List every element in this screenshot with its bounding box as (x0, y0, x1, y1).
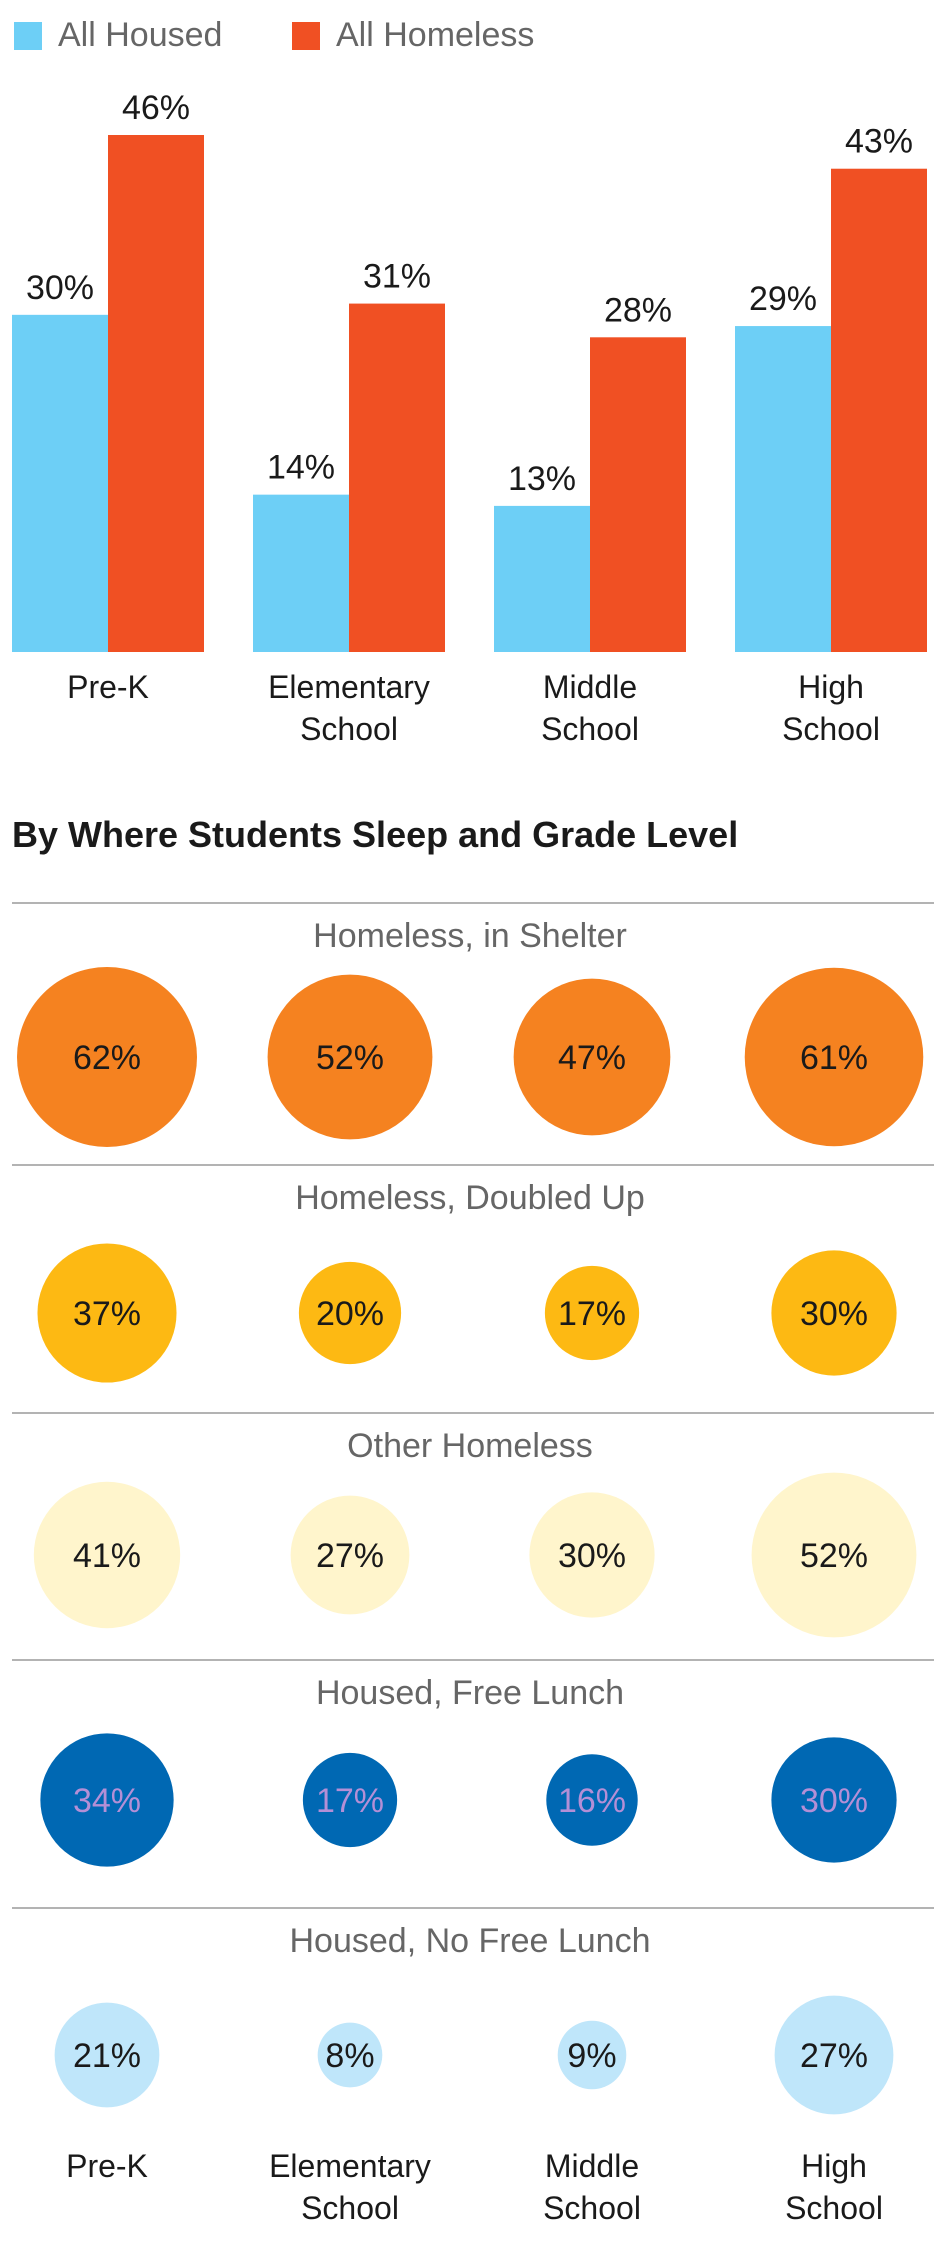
bubble-label-1-2: 17% (558, 1295, 626, 1333)
row-title-2: Other Homeless (347, 1427, 593, 1465)
bar-label-homeless-0: 46% (122, 89, 190, 127)
bubble-3-2 (546, 1754, 638, 1846)
bar-housed-3 (735, 326, 831, 652)
bar-label-homeless-3: 43% (845, 123, 913, 161)
bar-label-housed-1: 14% (267, 449, 335, 487)
bubble-4-1 (317, 2022, 383, 2088)
bar-housed-0 (12, 314, 108, 652)
row-title-1: Homeless, Doubled Up (295, 1179, 645, 1217)
bubble-label-0-2: 47% (558, 1039, 626, 1077)
bubble-1-3 (771, 1250, 897, 1376)
bar-category-label-3-1: School (782, 711, 880, 747)
bubble-label-4-3: 27% (800, 2037, 868, 2075)
bubble-label-3-0: 34% (73, 1782, 141, 1820)
bubble-label-0-0: 62% (73, 1039, 141, 1077)
pie-category-label-2-0: Middle (545, 2148, 639, 2184)
bubble-3-3 (771, 1737, 897, 1863)
bubble-1-1 (298, 1261, 402, 1365)
bar-category-label-2-1: School (541, 711, 639, 747)
section-title: By Where Students Sleep and Grade Level (12, 814, 738, 855)
bubble-label-3-2: 16% (558, 1782, 626, 1820)
bubble-1-0 (37, 1243, 177, 1383)
bubble-1-2 (544, 1265, 640, 1361)
bubble-label-4-1: 8% (325, 2037, 374, 2075)
pie-category-label-3-1: School (785, 2190, 883, 2226)
bubble-label-3-3: 30% (800, 1782, 868, 1820)
bar-homeless-1 (349, 303, 445, 652)
bubble-4-3 (774, 1995, 894, 2115)
bubble-3-0 (40, 1733, 174, 1867)
bubble-2-0 (33, 1481, 181, 1629)
legend-swatch-homeless (292, 22, 320, 50)
bubble-0-3 (744, 967, 924, 1147)
row-title-4: Housed, No Free Lunch (290, 1922, 651, 1960)
bubble-label-2-0: 41% (73, 1537, 141, 1575)
bubble-0-0 (17, 967, 197, 1147)
bubble-label-4-0: 21% (73, 2037, 141, 2075)
legend-label-housed: All Housed (58, 16, 222, 54)
bubble-label-1-3: 30% (800, 1295, 868, 1333)
bubble-4-2 (557, 2020, 627, 2090)
bar-category-label-2-0: Middle (543, 669, 637, 705)
bar-label-housed-3: 29% (749, 280, 817, 318)
bubble-label-2-1: 27% (316, 1537, 384, 1575)
legend-swatch-housed (14, 22, 42, 50)
bar-housed-2 (494, 505, 590, 652)
row-title-0: Homeless, in Shelter (313, 917, 627, 955)
bar-label-homeless-2: 28% (604, 291, 672, 329)
pie-category-label-1-1: School (301, 2190, 399, 2226)
bubble-label-1-0: 37% (73, 1295, 141, 1333)
row-title-3: Housed, Free Lunch (316, 1674, 624, 1712)
bar-homeless-2 (590, 337, 686, 652)
pie-category-label-1-0: Elementary (269, 2148, 431, 2184)
pie-category-label-3-0: High (801, 2148, 867, 2184)
bar-homeless-0 (108, 135, 204, 652)
bubble-label-2-2: 30% (558, 1537, 626, 1575)
pie-category-label-2-1: School (543, 2190, 641, 2226)
bar-category-label-1-0: Elementary (268, 669, 430, 705)
bar-label-homeless-1: 31% (363, 258, 431, 296)
bubble-label-2-3: 52% (800, 1537, 868, 1575)
bubble-label-0-3: 61% (800, 1039, 868, 1077)
bubble-label-4-2: 9% (567, 2037, 616, 2075)
bubble-2-2 (529, 1492, 655, 1618)
bubble-0-2 (513, 978, 671, 1136)
bubble-4-0 (54, 2002, 160, 2108)
bar-label-housed-0: 30% (26, 269, 94, 307)
bubble-2-1 (290, 1495, 410, 1615)
bubble-0-1 (267, 974, 433, 1140)
bubble-label-0-1: 52% (316, 1039, 384, 1077)
bar-category-label-1-1: School (300, 711, 398, 747)
bubble-label-3-1: 17% (316, 1782, 384, 1820)
bar-housed-1 (253, 494, 349, 652)
bubble-3-1 (302, 1752, 398, 1848)
bar-label-housed-2: 13% (508, 460, 576, 498)
bar-homeless-3 (831, 168, 927, 652)
bar-category-label-3-0: High (798, 669, 864, 705)
bubble-label-1-1: 20% (316, 1295, 384, 1333)
bar-category-label-0-0: Pre-K (67, 669, 149, 705)
bubble-2-3 (751, 1472, 917, 1638)
legend-label-homeless: All Homeless (336, 16, 534, 54)
pie-category-label-0-0: Pre-K (66, 2148, 148, 2184)
